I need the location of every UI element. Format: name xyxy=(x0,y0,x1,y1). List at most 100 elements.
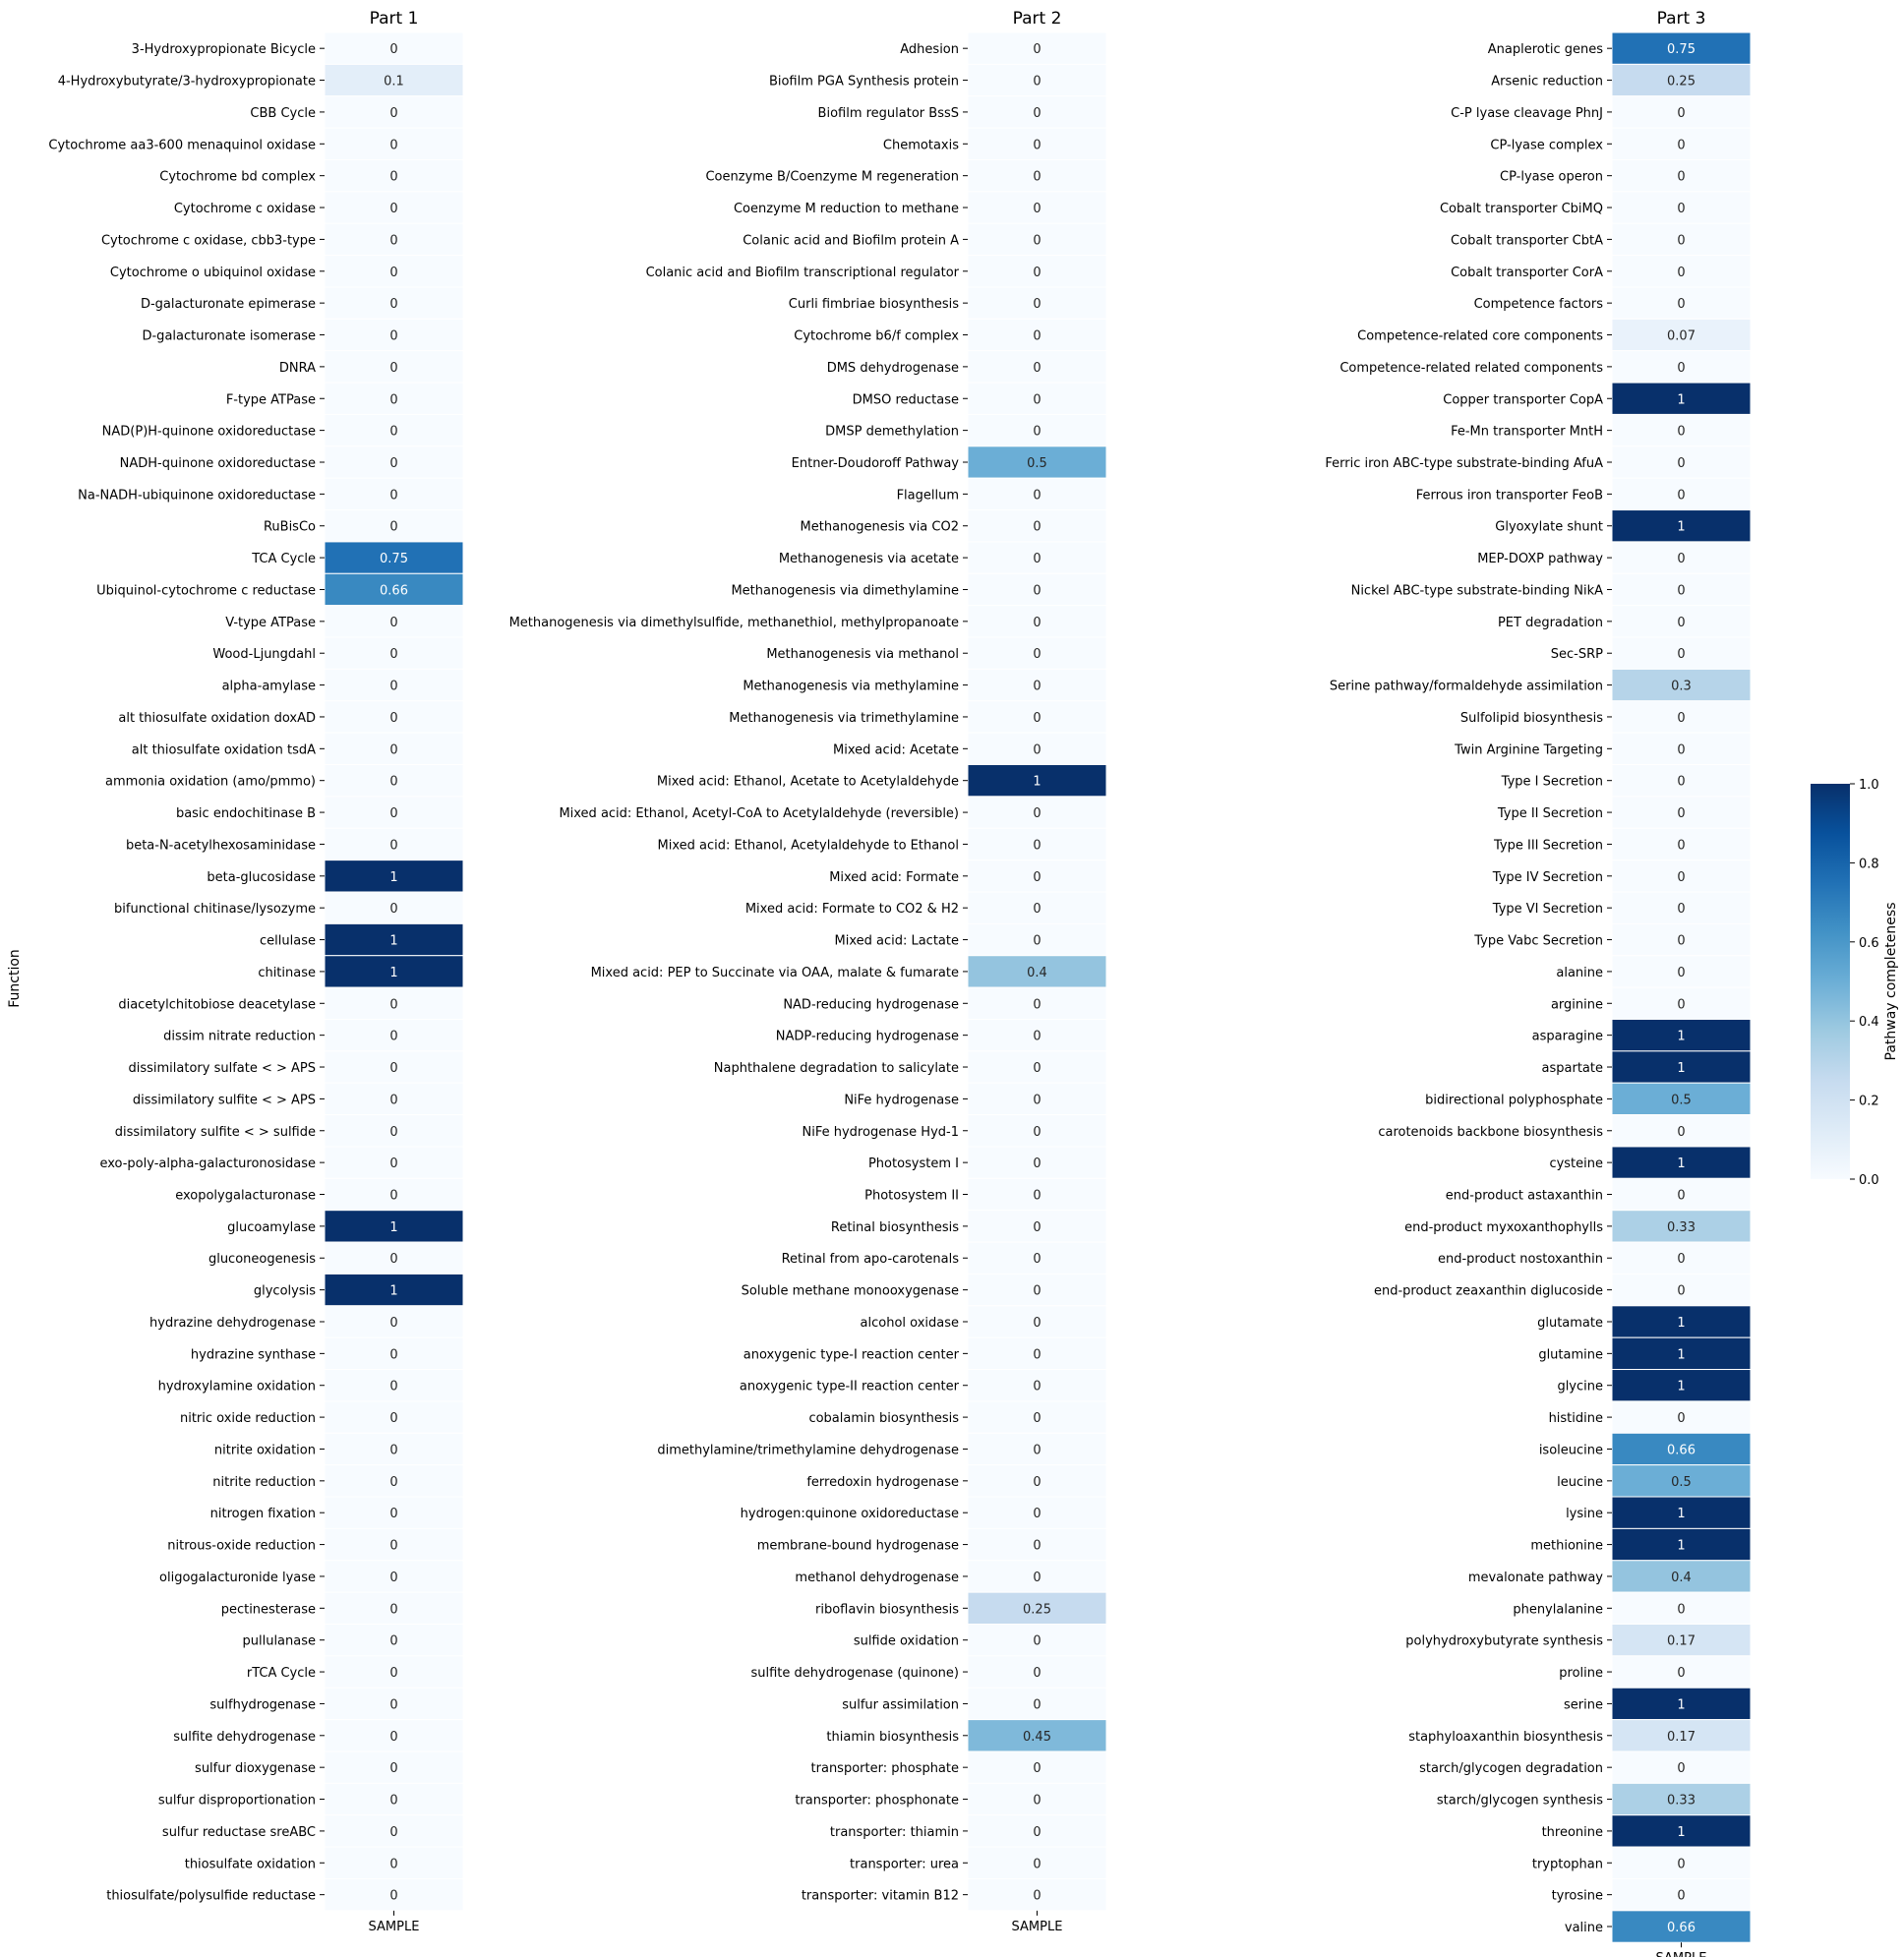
heatmap-cell xyxy=(324,1496,464,1529)
x-tick-label: SAMPLE xyxy=(1656,1951,1707,1957)
cell-value-label: 0.4 xyxy=(1027,966,1047,980)
heatmap-cell xyxy=(1611,1177,1752,1212)
cell-value-label: 0 xyxy=(1033,392,1041,407)
row-label-sulfur-assimilation: sulfur assimilation xyxy=(842,1697,959,1712)
cell-value-label: 0 xyxy=(389,1380,397,1394)
row-label-sulfolipid-biosynthesis: Sulfolipid biosynthesis xyxy=(1460,711,1603,726)
cell-value-label: 0 xyxy=(1033,1539,1041,1554)
cell-value-label: 0 xyxy=(389,1252,397,1267)
row-label-fe-mn-transporter-mnth: Fe-Mn transporter MntH xyxy=(1451,425,1603,440)
row-label-glucoamylase: glucoamylase xyxy=(227,1220,316,1235)
heatmap-cell xyxy=(1611,922,1752,957)
heatmap-cell xyxy=(967,541,1107,574)
cell-value-label: 0 xyxy=(1033,138,1041,152)
heatmap-cell xyxy=(1611,1496,1752,1529)
cell-value-label: 0 xyxy=(389,1794,397,1809)
row-label-staphyloaxanthin-biosynthesis: staphyloaxanthin biosynthesis xyxy=(1408,1730,1603,1745)
row-label-mixed-acid-ethanol-acetyl-coa-to-acetylaldehyde-reversible: Mixed acid: Ethanol, Acetyl-CoA to Acety… xyxy=(559,806,959,821)
cell-value-label: 0 xyxy=(1033,1794,1041,1809)
row-label-dnra: DNRA xyxy=(279,361,316,376)
cell-value-label: 0 xyxy=(1677,1602,1685,1617)
cell-value-label: 0 xyxy=(1677,1189,1685,1204)
cell-value-label: 0 xyxy=(1677,997,1685,1012)
heatmap-cell xyxy=(967,222,1107,257)
heatmap-cell xyxy=(1611,1560,1752,1593)
heatmap-cell xyxy=(967,158,1107,193)
row-label-alcohol-oxidase: alcohol oxidase xyxy=(861,1316,959,1331)
heatmap-cell xyxy=(967,1527,1107,1562)
cell-value-label: 0 xyxy=(1033,870,1041,885)
row-label-hydrogen-quinone-oxidoreductase: hydrogen:quinone oxidoreductase xyxy=(741,1507,959,1521)
cell-value-label: 0 xyxy=(389,1761,397,1776)
cell-value-label: 0 xyxy=(1033,329,1041,344)
heatmap-cell xyxy=(324,31,464,65)
colorbar-gradient xyxy=(1811,784,1850,1179)
cell-value-label: 0 xyxy=(389,1475,397,1490)
heatmap-cell xyxy=(967,636,1107,670)
heatmap-cell xyxy=(324,732,464,766)
row-label-wood-ljungdahl: Wood-Ljungdahl xyxy=(212,647,316,662)
row-label-f-type-atpase: F-type ATPase xyxy=(226,392,316,407)
cell-value-label: 0 xyxy=(1677,1284,1685,1299)
heatmap-cell xyxy=(324,1464,464,1498)
heatmap-cell xyxy=(1611,445,1752,479)
row-label-mixed-acid-formate: Mixed acid: Formate xyxy=(829,870,959,885)
cell-value-label: 0 xyxy=(1677,456,1685,471)
heatmap-cell xyxy=(324,1782,464,1816)
row-label-end-product-zeaxanthin-diglucoside: end-product zeaxanthin diglucoside xyxy=(1374,1284,1603,1299)
heatmap-cell xyxy=(1611,1655,1752,1689)
cell-value-label: 0 xyxy=(1033,1857,1041,1871)
row-label-glutamine: glutamine xyxy=(1538,1347,1603,1362)
row-label-histidine: histidine xyxy=(1549,1411,1603,1426)
heatmap-cell xyxy=(1611,796,1752,829)
cell-value-label: 0 xyxy=(1677,106,1685,121)
heatmap-cell xyxy=(1611,1369,1752,1402)
heatmap-cell xyxy=(1611,382,1752,415)
row-label-cytochrome-c-oxidase-cbb3-type: Cytochrome c oxidase, cbb3-type xyxy=(101,233,316,248)
heatmap-cell xyxy=(967,1560,1107,1593)
heatmap-cell xyxy=(324,63,464,97)
row-label-methanogenesis-via-co2: Methanogenesis via CO2 xyxy=(801,520,959,535)
cell-value-label: 0 xyxy=(1677,425,1685,440)
row-label-competence-factors: Competence factors xyxy=(1474,297,1604,312)
cell-value-label: 0 xyxy=(1677,902,1685,917)
heatmap-cell xyxy=(967,1018,1107,1052)
row-label-d-galacturonate-isomerase: D-galacturonate isomerase xyxy=(142,329,316,344)
heatmap-cell xyxy=(967,1877,1107,1912)
row-label-mixed-acid-ethanol-acetylaldehyde-to-ethanol: Mixed acid: Ethanol, Acetylaldehyde to E… xyxy=(658,838,959,853)
row-label-dmso-reductase: DMSO reductase xyxy=(853,392,959,407)
x-tick-label: SAMPLE xyxy=(1012,1920,1063,1934)
heatmap-cell xyxy=(324,1719,464,1752)
heatmap-cell xyxy=(1611,764,1752,798)
cell-value-label: 0 xyxy=(1033,425,1041,440)
cell-value-label: 0 xyxy=(1033,1666,1041,1681)
row-label-ubiquinol-cytochrome-c-reductase: Ubiquinol-cytochrome c reductase xyxy=(96,583,316,598)
cell-value-label: 0 xyxy=(389,1602,397,1617)
cell-value-label: 0 xyxy=(389,1189,397,1204)
row-label-methanogenesis-via-trimethylamine: Methanogenesis via trimethylamine xyxy=(729,711,959,726)
row-label-thiosulfate-oxidation: thiosulfate oxidation xyxy=(185,1857,316,1871)
cell-value-label: 1 xyxy=(1033,775,1041,790)
cell-value-label: 0 xyxy=(389,1666,397,1681)
row-label-basic-endochitinase-b: basic endochitinase B xyxy=(176,806,316,821)
row-label-flagellum: Flagellum xyxy=(897,488,959,503)
row-label-type-vabc-secretion: Type Vabc Secretion xyxy=(1473,934,1603,949)
cell-value-label: 0 xyxy=(1033,1125,1041,1140)
row-label-methanogenesis-via-dimethylsulfide-methanethiol-methylpropanoate: Methanogenesis via dimethylsulfide, meth… xyxy=(509,616,959,630)
heatmap-cell xyxy=(1611,286,1752,320)
cell-value-label: 1 xyxy=(1677,392,1685,407)
row-label-cellulase: cellulase xyxy=(260,934,316,949)
heatmap-cell xyxy=(324,860,464,893)
heatmap-cell xyxy=(967,986,1107,1020)
row-label-mixed-acid-ethanol-acetate-to-acetylaldehyde: Mixed acid: Ethanol, Acetate to Acetylal… xyxy=(657,775,959,790)
heatmap-cell xyxy=(1611,1400,1752,1434)
row-label-cbb-cycle: CBB Cycle xyxy=(250,106,316,121)
row-label-riboflavin-biosynthesis: riboflavin biosynthesis xyxy=(815,1602,959,1617)
cell-value-label: 0 xyxy=(389,170,397,185)
row-label-proline: proline xyxy=(1559,1666,1603,1681)
heatmap-cell xyxy=(324,700,464,734)
row-label-threonine: threonine xyxy=(1542,1825,1603,1840)
cell-value-label: 0.5 xyxy=(1027,456,1047,471)
cell-value-label: 0 xyxy=(1033,1220,1041,1235)
row-label-nitrite-oxidation: nitrite oxidation xyxy=(214,1443,316,1457)
